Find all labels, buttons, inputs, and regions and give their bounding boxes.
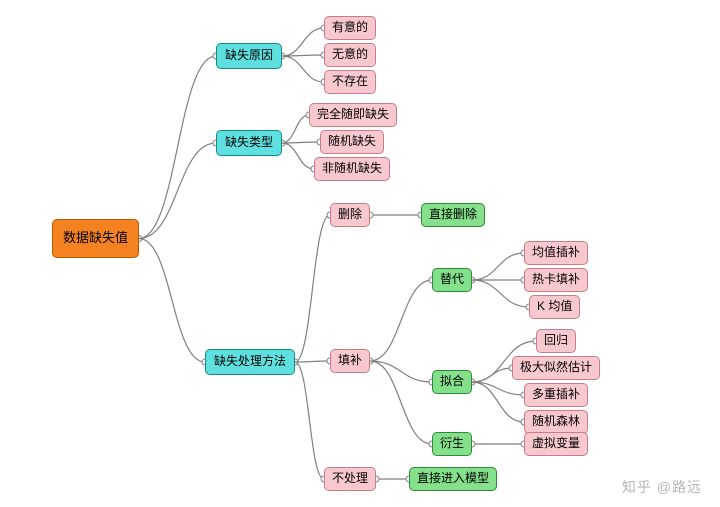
- node-m3a: 直接进入模型: [409, 467, 497, 491]
- node-method: 缺失处理方法: [205, 349, 295, 375]
- watermark: 知乎 @路远: [622, 477, 702, 497]
- node-root: 数据缺失值: [52, 219, 139, 258]
- node-m2: 填补: [330, 349, 370, 373]
- node-c1: 有意的: [324, 16, 376, 40]
- node-f1: 回归: [536, 329, 576, 353]
- node-m1: 删除: [330, 203, 370, 227]
- node-f4: 随机森林: [524, 410, 588, 434]
- node-d1: 虚拟变量: [524, 432, 588, 456]
- node-c3: 不存在: [324, 70, 376, 94]
- node-t2: 随机缺失: [320, 130, 384, 154]
- node-f3: 多重插补: [524, 383, 588, 407]
- node-m2b: 拟合: [432, 370, 472, 394]
- node-s2: 热卡填补: [524, 268, 588, 292]
- node-m3: 不处理: [324, 467, 376, 491]
- node-t1: 完全随即缺失: [309, 103, 397, 127]
- node-type: 缺失类型: [216, 130, 282, 156]
- node-s3: K 均值: [529, 295, 580, 319]
- node-m2a: 替代: [432, 268, 472, 292]
- node-cause: 缺失原因: [216, 43, 282, 69]
- node-f2: 极大似然估计: [512, 356, 600, 380]
- node-c2: 无意的: [324, 43, 376, 67]
- node-m1a: 直接删除: [421, 203, 485, 227]
- node-t3: 非随机缺失: [314, 157, 390, 181]
- node-m2c: 衍生: [432, 432, 472, 456]
- node-s1: 均值插补: [524, 241, 588, 265]
